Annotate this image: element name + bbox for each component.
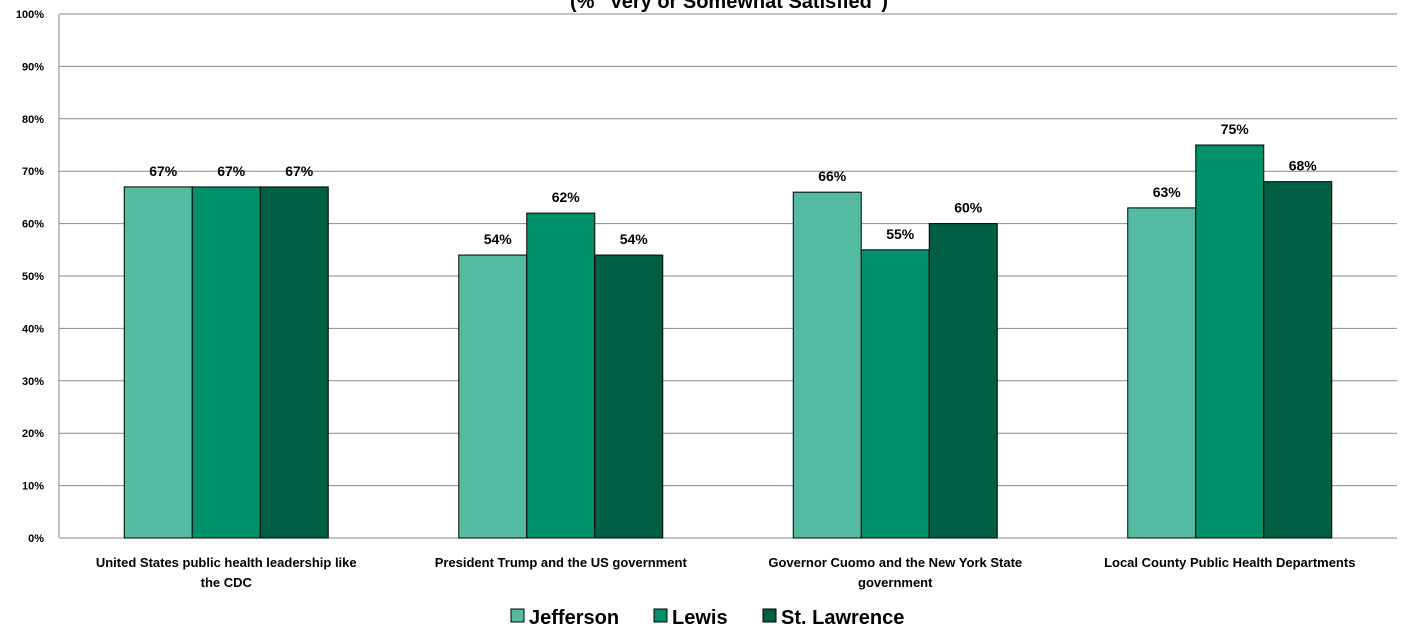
data-label: 62% [552, 189, 581, 205]
bar-jefferson-2 [792, 191, 862, 539]
chart-title: (% "Very or Somewhat Satisfied") [570, 0, 888, 13]
y-tick-label: 50% [22, 271, 44, 283]
data-label: 55% [886, 226, 915, 242]
bar-lewis-3 [1195, 144, 1265, 539]
bar-lewis-0 [191, 186, 261, 539]
data-label: 75% [1221, 121, 1250, 137]
legend-swatch-st-lawrence [762, 608, 777, 623]
y-tick-label: 70% [22, 166, 44, 178]
bar-jefferson-0 [123, 186, 193, 539]
category-label: United States public health leadership l… [96, 555, 357, 570]
legend-label: St. Lawrence [781, 607, 904, 629]
y-tick-label: 40% [22, 323, 44, 335]
legend: Jefferson Lewis St. Lawrence [510, 607, 904, 629]
data-label: 68% [1289, 158, 1318, 174]
y-tick-label: 80% [22, 114, 44, 126]
bar-lewis-2 [860, 249, 930, 539]
legend-label: Jefferson [529, 607, 619, 629]
bar-jefferson-1 [458, 254, 528, 539]
y-tick-label: 0% [28, 533, 44, 545]
category-label: government [858, 575, 933, 590]
y-axis-ticks: 0% 10% 20% 30% 40% 50% 60% 70% 80% 90% 100% [16, 9, 44, 545]
data-labels: 67% 67% 67% 54% 62% 54% 66% 55% 60% 63% 75% 68% [149, 121, 1317, 247]
data-label: 63% [1153, 184, 1182, 200]
bar-st-lawrence-0 [259, 186, 329, 539]
data-label: 54% [620, 231, 649, 247]
data-label: 54% [484, 231, 513, 247]
y-tick-label: 10% [22, 481, 44, 493]
data-label: 67% [149, 163, 178, 179]
category-label: Governor Cuomo and the New York State [768, 555, 1022, 570]
legend-label: Lewis [672, 607, 728, 629]
y-tick-label: 30% [22, 376, 44, 388]
bar-jefferson-3 [1127, 207, 1197, 539]
category-labels: United States public health leadership l… [96, 555, 1356, 590]
y-tick-label: 90% [22, 61, 44, 73]
data-label: 67% [217, 163, 246, 179]
y-tick-label: 20% [22, 428, 44, 440]
legend-swatch-jefferson [510, 608, 525, 623]
bar-st-lawrence-3 [1263, 181, 1333, 539]
y-tick-label: 100% [16, 9, 44, 21]
bar-st-lawrence-1 [594, 254, 664, 539]
data-label: 60% [954, 200, 983, 216]
category-label: President Trump and the US government [435, 555, 688, 570]
data-label: 66% [818, 168, 847, 184]
bar-st-lawrence-2 [928, 223, 998, 539]
legend-swatch-lewis [653, 608, 668, 623]
data-label: 67% [285, 163, 314, 179]
category-label: Local County Public Health Departments [1104, 555, 1355, 570]
bars [123, 144, 1333, 539]
y-tick-label: 60% [22, 219, 44, 231]
bar-lewis-1 [526, 212, 596, 539]
category-label: the CDC [201, 575, 253, 590]
